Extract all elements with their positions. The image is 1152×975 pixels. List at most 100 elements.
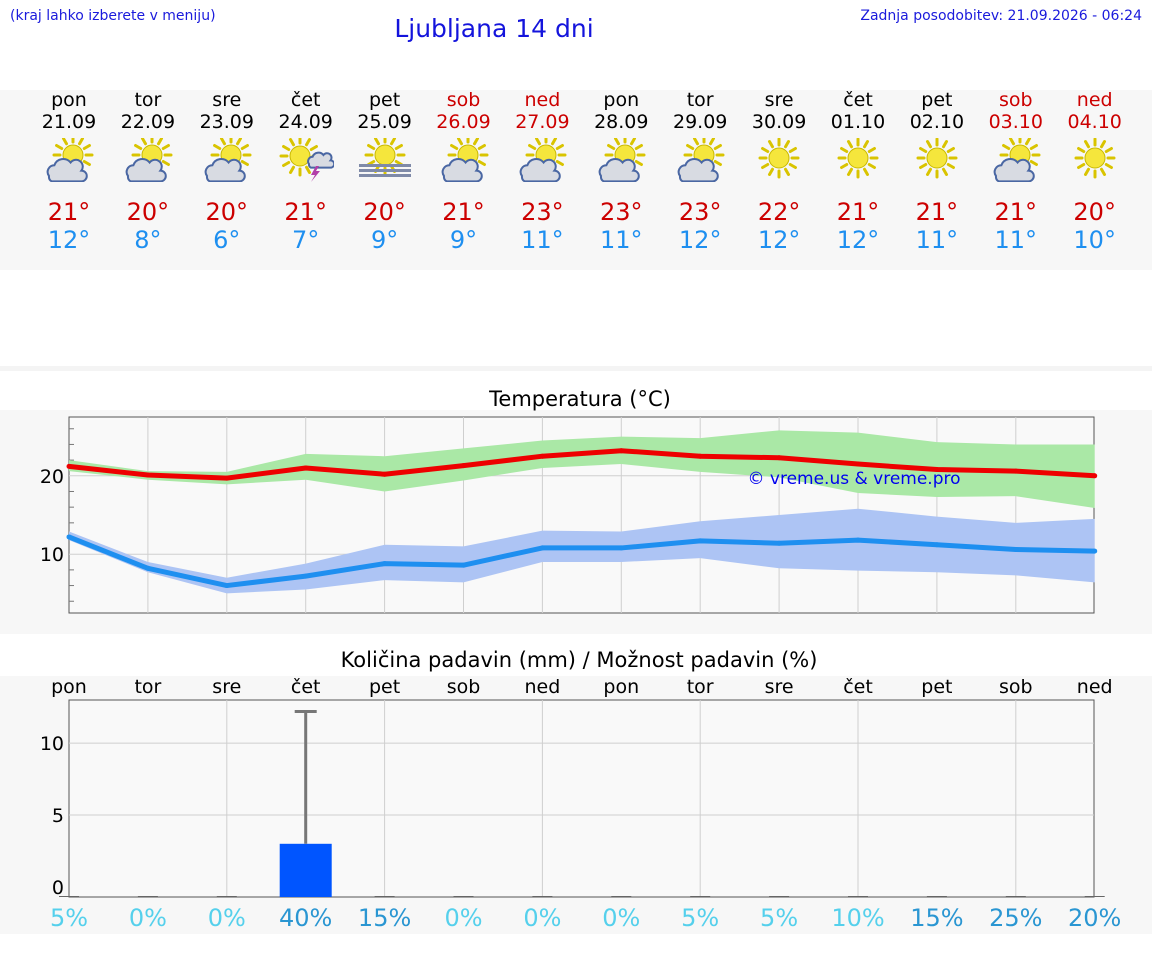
day-date: 24.09 bbox=[278, 111, 333, 133]
max-temp-point bbox=[697, 453, 703, 459]
precipitation-ytick-label: 5 bbox=[52, 805, 64, 827]
day-name: pon bbox=[51, 89, 87, 111]
min-temp-point bbox=[539, 545, 545, 551]
sun-icon bbox=[1067, 137, 1123, 182]
day-name: ned bbox=[524, 89, 561, 111]
max-temp-point bbox=[1092, 473, 1098, 479]
precipitation-chart-title: Količina padavin (mm) / Možnost padavin … bbox=[340, 648, 818, 672]
day-date: 21.09 bbox=[41, 111, 97, 133]
precipitation-day-name: sre bbox=[764, 676, 794, 698]
precipitation-day-name: čet bbox=[843, 676, 873, 698]
precipitation-probability: 15% bbox=[910, 904, 964, 932]
precipitation-probability: 15% bbox=[357, 904, 412, 932]
max-temp: 23° bbox=[600, 198, 643, 226]
precipitation-plot-area bbox=[68, 699, 1095, 898]
sun-cloud-icon bbox=[199, 134, 255, 183]
day-date: 25.09 bbox=[357, 111, 412, 133]
max-temp: 21° bbox=[442, 198, 485, 226]
min-temp: 7° bbox=[292, 226, 320, 254]
min-temp: 11° bbox=[521, 226, 564, 254]
day-date: 29.09 bbox=[672, 111, 728, 133]
precipitation-day-name: sre bbox=[212, 676, 242, 698]
max-temp-point bbox=[539, 453, 545, 459]
precipitation-bar bbox=[279, 843, 332, 897]
max-temp: 21° bbox=[47, 198, 91, 226]
day-name: sre bbox=[764, 89, 794, 111]
day-name: tor bbox=[134, 89, 162, 111]
day-date: 26.09 bbox=[436, 111, 491, 133]
day-date: 23.09 bbox=[199, 111, 254, 133]
max-temp: 20° bbox=[1073, 198, 1116, 226]
day-name: tor bbox=[686, 89, 714, 111]
temperature-ytick-label: 10 bbox=[40, 544, 64, 566]
temperature-ytick-label: 20 bbox=[40, 466, 64, 488]
precipitation-day-name: sob bbox=[446, 676, 481, 698]
max-temp: 21° bbox=[284, 198, 327, 226]
max-temp: 20° bbox=[126, 198, 170, 226]
max-temp: 23° bbox=[678, 198, 722, 226]
precipitation-probability: 5% bbox=[760, 904, 799, 932]
min-temp-point bbox=[697, 538, 703, 544]
precipitation-probability: 0% bbox=[444, 904, 483, 932]
max-temp: 20° bbox=[363, 198, 406, 226]
min-temp: 12° bbox=[757, 226, 801, 254]
day-date: 22.09 bbox=[120, 111, 176, 133]
max-temp-point bbox=[934, 467, 940, 473]
section-divider bbox=[0, 366, 1152, 371]
sun-cloud-icon bbox=[514, 134, 570, 183]
sun-icon bbox=[751, 137, 807, 182]
max-temp-point bbox=[382, 471, 388, 477]
min-temp: 11° bbox=[915, 226, 959, 254]
watermark: © vreme.us & vreme.pro bbox=[747, 469, 960, 489]
max-temp-point bbox=[224, 475, 230, 481]
precipitation-day-name: pon bbox=[603, 676, 640, 698]
day-name: pon bbox=[603, 89, 640, 111]
min-temp-point bbox=[382, 561, 388, 567]
day-date: 30.09 bbox=[751, 111, 807, 133]
min-temp-point bbox=[1013, 546, 1019, 552]
min-temp: 9° bbox=[370, 226, 399, 254]
max-temp: 23° bbox=[521, 198, 564, 226]
day-name: pet bbox=[368, 89, 401, 111]
min-temp-point bbox=[303, 573, 309, 579]
max-temp-point bbox=[66, 463, 72, 469]
max-temp-point bbox=[776, 455, 782, 461]
min-temp-point bbox=[934, 542, 940, 548]
min-temp: 8° bbox=[134, 226, 162, 254]
sun-cloud-icon bbox=[436, 134, 492, 183]
max-temp: 21° bbox=[836, 198, 880, 226]
day-name: čet bbox=[843, 89, 873, 111]
max-temp: 20° bbox=[205, 198, 249, 226]
day-date: 28.09 bbox=[594, 111, 649, 133]
min-temp: 12° bbox=[836, 226, 880, 254]
max-temp-range-band bbox=[69, 430, 1095, 508]
precipitation-probability: 40% bbox=[279, 904, 333, 932]
min-temp-point bbox=[855, 537, 861, 543]
day-date: 01.10 bbox=[830, 111, 886, 133]
min-temp: 12° bbox=[47, 226, 91, 254]
min-temp: 12° bbox=[678, 226, 722, 254]
day-date: 02.10 bbox=[909, 111, 965, 133]
day-name: sob bbox=[999, 89, 1033, 111]
precipitation-day-name: ned bbox=[524, 676, 561, 698]
precipitation-day-name: pet bbox=[921, 676, 953, 698]
sun-cloud-icon bbox=[120, 134, 176, 183]
max-temp-point bbox=[145, 472, 151, 478]
precipitation-probability: 0% bbox=[602, 904, 641, 932]
precipitation-probability: 10% bbox=[831, 904, 885, 932]
temperature-chart-title: Temperatura (°C) bbox=[489, 387, 671, 411]
day-name: ned bbox=[1076, 89, 1113, 111]
sun-storm-icon bbox=[278, 135, 335, 182]
precipitation-day-name: tor bbox=[134, 676, 162, 698]
min-temp-point bbox=[66, 534, 72, 540]
sun-icon bbox=[830, 137, 886, 182]
min-temp: 9° bbox=[449, 226, 478, 254]
min-temp-point bbox=[224, 583, 230, 589]
precipitation-probability: 0% bbox=[128, 904, 167, 932]
max-temp: 21° bbox=[994, 198, 1038, 226]
day-date: 04.10 bbox=[1067, 111, 1122, 133]
sun-icon bbox=[909, 137, 965, 182]
sun-cloud-icon bbox=[593, 134, 649, 183]
last-updated: Zadnja posodobitev: 21.09.2026 - 06:24 bbox=[860, 8, 1142, 24]
precipitation-probability: 5% bbox=[49, 904, 89, 932]
